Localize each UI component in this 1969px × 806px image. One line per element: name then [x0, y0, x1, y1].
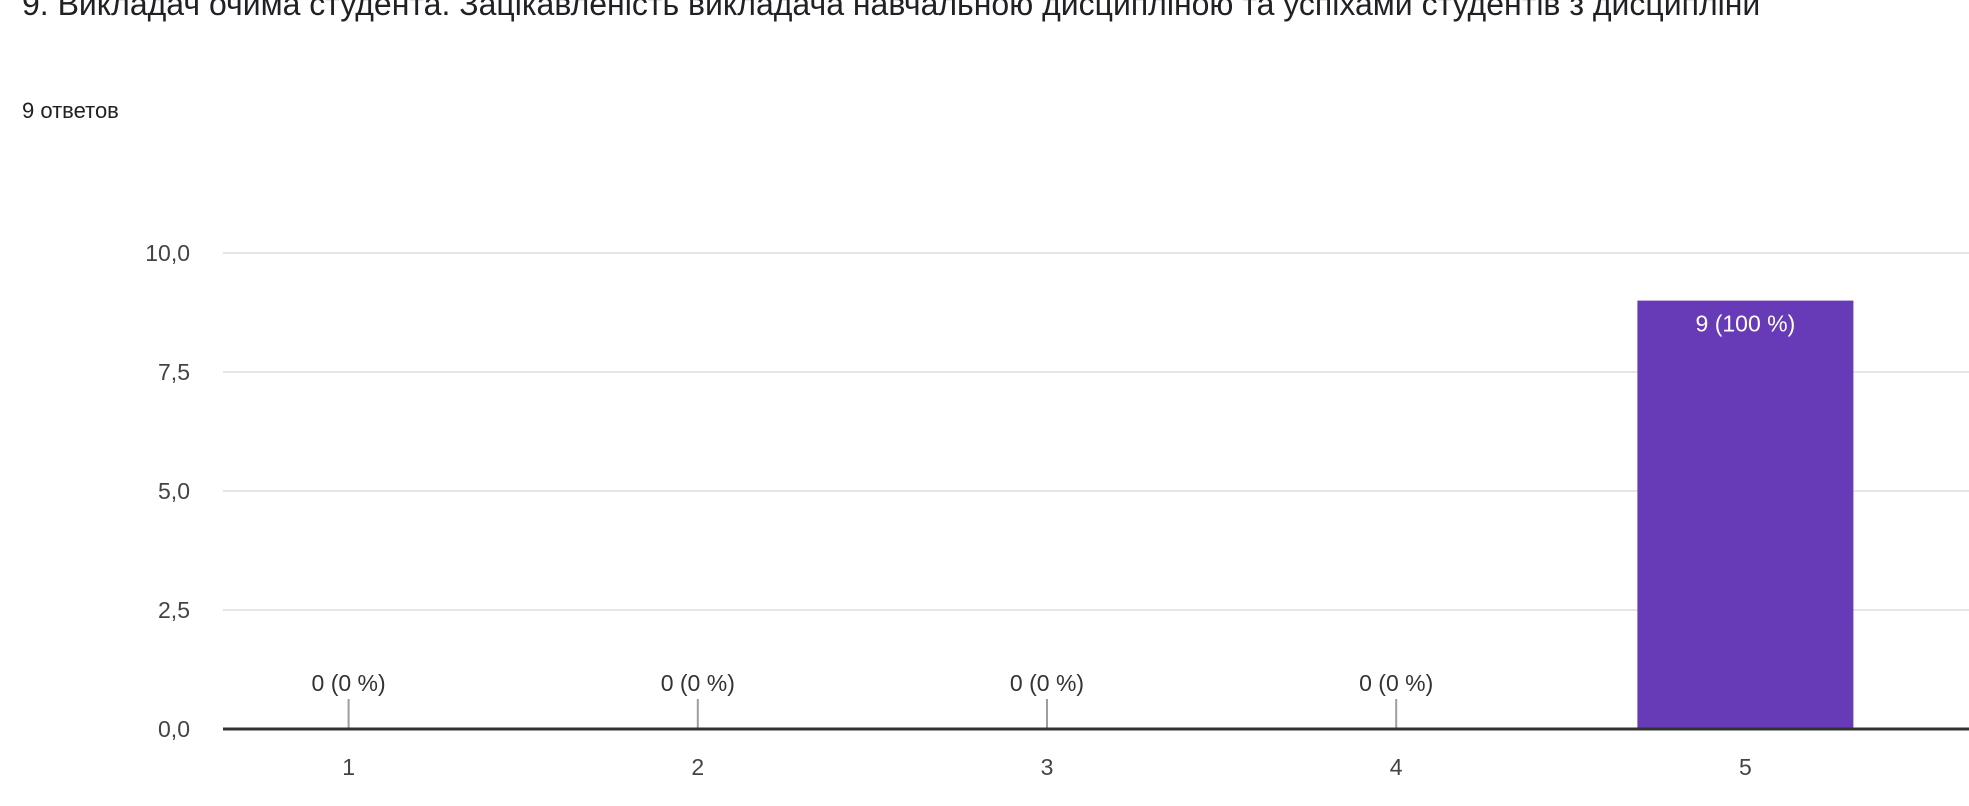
y-tick-label: 2,5	[158, 597, 190, 623]
bar	[1637, 300, 1854, 729]
labels: 0 (0 %) 0 (0 %) 0 (0 %) 0 (0 %) 9 (100 %)	[312, 311, 1796, 696]
y-tick-label: 7,5	[158, 359, 190, 385]
x-tick-label: 3	[1041, 754, 1054, 780]
y-tick-label: 0,0	[158, 716, 190, 742]
data-label: 9 (100 %)	[1696, 311, 1796, 337]
x-tick-label: 1	[342, 754, 355, 780]
data-label: 0 (0 %)	[1010, 670, 1084, 696]
question-title: 9. Викладач очима студента. Зацікавленіс…	[22, 0, 1761, 22]
data-label: 0 (0 %)	[312, 670, 386, 696]
y-tick-label: 10,0	[145, 240, 190, 266]
x-tick-label: 5	[1739, 754, 1752, 780]
response-count: 9 ответов	[22, 98, 119, 123]
bars	[347, 300, 1854, 729]
x-tick-label: 4	[1390, 754, 1403, 780]
axes: 0,0 2,5 5,0 7,5 10,0 1 2 3 4 5	[145, 240, 1969, 780]
data-label: 0 (0 %)	[661, 670, 735, 696]
x-tick-label: 2	[691, 754, 704, 780]
y-tick-label: 5,0	[158, 478, 190, 504]
data-label: 0 (0 %)	[1359, 670, 1433, 696]
